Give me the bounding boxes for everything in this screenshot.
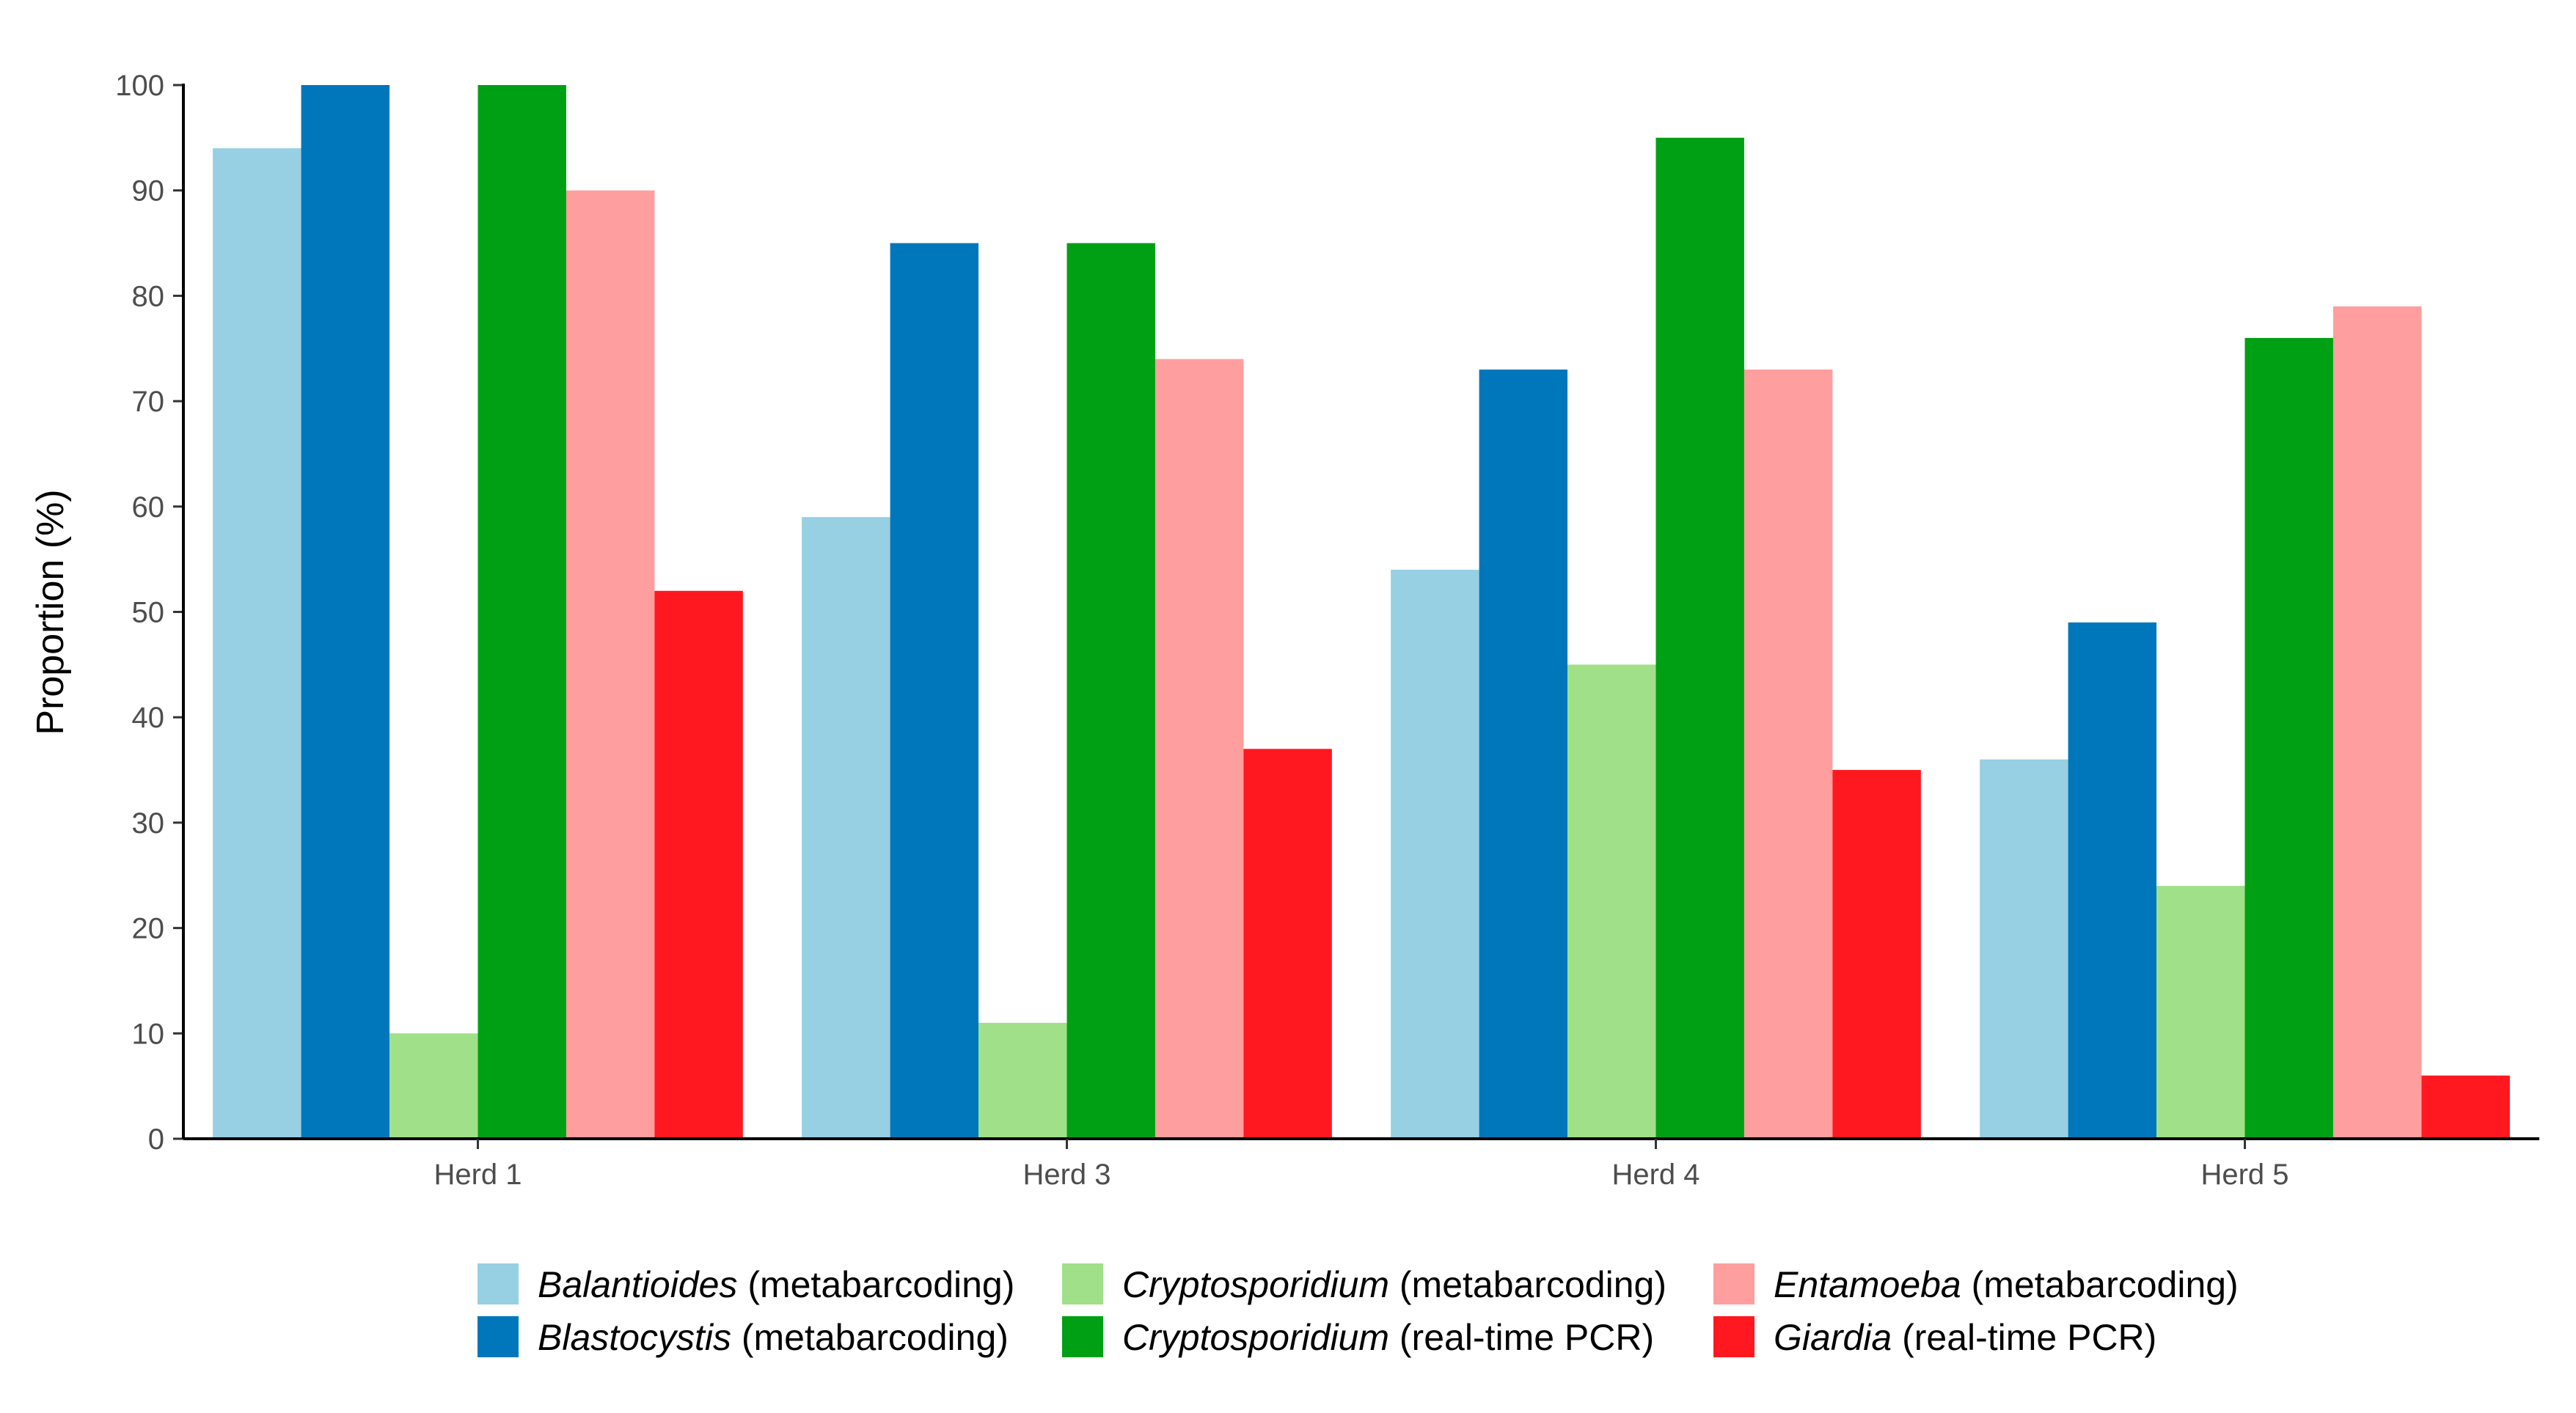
x-axis-ticks: Herd 1 Herd 3 Herd 4 Herd 5 [433, 1139, 2289, 1191]
y-axis-title: Proportion (%) [29, 489, 72, 735]
bar-herd-1-series-2 [389, 1033, 478, 1139]
bar-herd-5-series-2 [2156, 886, 2245, 1139]
legend-key [1062, 1316, 1103, 1357]
bar-herd-5-series-1 [2068, 622, 2157, 1139]
legend-key [1713, 1316, 1754, 1357]
legend-taxon: Cryptosporidium [1122, 1317, 1389, 1358]
bar-herd-4-series-3 [1655, 137, 1744, 1139]
bar-herd-5-series-5 [2421, 1075, 2510, 1139]
bar-herd-1-series-3 [477, 85, 566, 1139]
legend-key [477, 1263, 519, 1304]
y-tick-label: 20 [132, 913, 165, 945]
bar-herd-5-series-0 [1980, 759, 2068, 1139]
bar-herd-4-series-4 [1743, 369, 1833, 1139]
x-tick-label: Herd 5 [2200, 1159, 2288, 1191]
legend-key [1713, 1263, 1754, 1304]
legend-taxon: Balantioides [538, 1264, 737, 1305]
legend-key [1062, 1263, 1103, 1304]
y-axis-ticks: 0 10 20 30 40 50 60 70 80 90 100 [115, 70, 183, 1156]
y-tick-label: 100 [115, 70, 164, 102]
y-tick-label: 40 [132, 702, 165, 734]
bar-herd-5-series-3 [2244, 337, 2333, 1139]
legend-label: Giardia (real-time PCR) [1774, 1317, 2156, 1358]
y-tick-label: 70 [132, 386, 165, 418]
bar-herd-3-series-3 [1066, 243, 1155, 1139]
legend-taxon: Cryptosporidium [1122, 1264, 1389, 1305]
bar-herd-4-series-2 [1567, 664, 1656, 1139]
y-tick-label: 50 [132, 597, 165, 629]
x-tick-label: Herd 4 [1611, 1159, 1699, 1191]
y-tick-label: 30 [132, 807, 165, 840]
x-tick-label: Herd 1 [433, 1159, 522, 1191]
bar-herd-3-series-5 [1243, 749, 1332, 1139]
legend-method: (metabarcoding) [731, 1317, 1009, 1358]
bar-herd-1-series-4 [566, 190, 655, 1139]
y-tick-label: 10 [132, 1018, 165, 1050]
legend-method: (real-time PCR) [1389, 1317, 1654, 1358]
y-tick-label: 90 [132, 175, 165, 208]
legend-label: Entamoeba (metabarcoding) [1774, 1264, 2239, 1305]
bar-herd-3-series-2 [978, 1022, 1067, 1139]
y-tick-label: 0 [148, 1123, 164, 1156]
legend-method: (metabarcoding) [1389, 1264, 1666, 1305]
bar-herd-3-series-0 [802, 517, 890, 1139]
y-tick-label: 80 [132, 280, 165, 312]
bar-herd-3-series-4 [1155, 359, 1244, 1139]
legend-method: (metabarcoding) [1961, 1264, 2239, 1305]
legend-key [477, 1316, 519, 1357]
legend-label: Cryptosporidium (real-time PCR) [1122, 1317, 1654, 1358]
bar-herd-1-series-0 [213, 148, 301, 1139]
legend: Balantioides (metabarcoding)Blastocystis… [477, 1263, 2239, 1358]
bars-group [213, 85, 2510, 1139]
legend-label: Blastocystis (metabarcoding) [538, 1317, 1009, 1358]
legend-label: Balantioides (metabarcoding) [538, 1264, 1014, 1305]
legend-method: (metabarcoding) [737, 1264, 1014, 1305]
y-tick-label: 60 [132, 491, 165, 524]
legend-taxon: Blastocystis [538, 1317, 731, 1358]
bar-herd-4-series-0 [1391, 570, 1479, 1139]
bar-herd-5-series-4 [2332, 306, 2422, 1139]
legend-label: Cryptosporidium (metabarcoding) [1122, 1264, 1666, 1305]
bar-herd-1-series-1 [301, 85, 390, 1139]
bar-herd-3-series-1 [890, 243, 979, 1139]
legend-taxon: Entamoeba [1774, 1264, 1961, 1305]
x-tick-label: Herd 3 [1022, 1159, 1110, 1191]
legend-method: (real-time PCR) [1892, 1317, 2156, 1358]
bar-herd-4-series-1 [1479, 369, 1568, 1139]
bar-herd-4-series-5 [1832, 770, 1921, 1139]
legend-taxon: Giardia [1774, 1317, 1892, 1358]
bar-herd-1-series-5 [654, 590, 743, 1139]
